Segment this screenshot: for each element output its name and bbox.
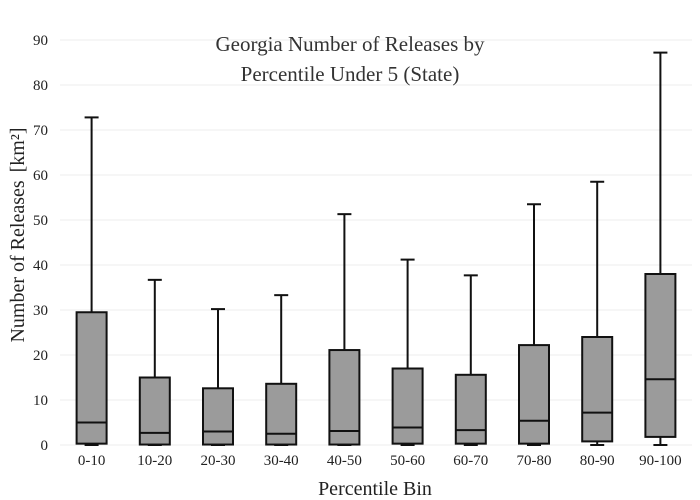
- x-axis-label: Percentile Bin: [318, 478, 432, 500]
- y-tick-label: 30: [33, 303, 48, 319]
- chart-title-line-2: Percentile Under 5 (State): [241, 62, 460, 86]
- box-60-70: [454, 274, 487, 446]
- x-tick-label: 80-90: [580, 453, 615, 469]
- box-40-50: [328, 213, 361, 446]
- box-90-100: [644, 51, 677, 446]
- box-0-10: [75, 116, 108, 446]
- iqr-box: [391, 367, 424, 445]
- iqr-box: [454, 373, 487, 445]
- y-tick-label: 40: [33, 258, 48, 274]
- chart-title-line-1: Georgia Number of Releases by: [215, 32, 485, 56]
- box-series: [75, 51, 677, 446]
- x-tick-label: 60-70: [453, 453, 488, 469]
- x-tick-label: 90-100: [639, 453, 682, 469]
- y-tick-label: 60: [33, 168, 48, 184]
- iqr-box: [202, 387, 234, 446]
- x-tick-label: 50-60: [390, 453, 425, 469]
- x-tick-label: 10-20: [137, 453, 172, 469]
- y-axis-label: Number of Releases [km²]: [7, 127, 29, 342]
- iqr-box: [644, 273, 677, 438]
- box-50-60: [391, 258, 424, 446]
- box-10-20: [138, 278, 171, 446]
- y-tick-label: 80: [33, 78, 48, 94]
- y-tick-label: 50: [33, 213, 48, 229]
- y-tick-label: 70: [33, 123, 48, 139]
- y-tick-label: 20: [33, 348, 48, 364]
- box-30-40: [265, 294, 298, 446]
- y-tick-label: 90: [33, 33, 48, 49]
- box-80-90: [581, 180, 614, 446]
- iqr-box: [518, 344, 550, 445]
- box-20-30: [202, 308, 234, 446]
- iqr-box: [581, 336, 614, 443]
- y-tick-label: 10: [33, 393, 48, 409]
- y-axis-label-unit: [km²]: [7, 127, 29, 172]
- x-tick-label: 30-40: [264, 453, 299, 469]
- x-tick-label: 40-50: [327, 453, 362, 469]
- iqr-box: [328, 349, 361, 446]
- y-tick-label: 0: [41, 438, 49, 454]
- x-tick-label: 0-10: [78, 453, 106, 469]
- iqr-box: [138, 376, 171, 446]
- x-tick-label: 70-80: [517, 453, 552, 469]
- y-axis-ticks: 0 10 20 30 40 50 60 70 80 90: [33, 33, 48, 454]
- iqr-box: [265, 382, 298, 446]
- x-axis-ticks: 0-10 10-20 20-30 30-40 40-50 50-60 60-70 70-80 8…: [78, 453, 682, 469]
- y-axis-label-text: Number of Releases: [7, 180, 29, 342]
- x-tick-label: 20-30: [201, 453, 236, 469]
- iqr-box: [75, 311, 108, 445]
- box-70-80: [518, 203, 550, 446]
